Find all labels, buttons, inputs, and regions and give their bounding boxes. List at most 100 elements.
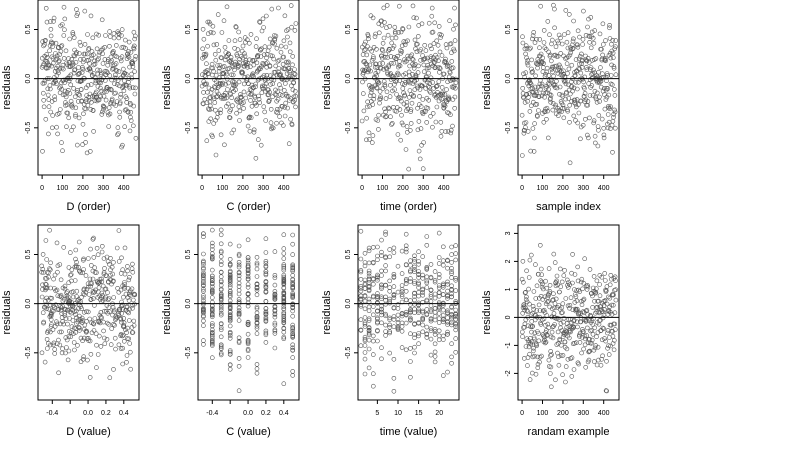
data-point [387,278,393,284]
data-point [40,282,45,288]
data-point [575,264,581,270]
data-point [404,124,410,129]
data-point [210,321,215,326]
data-point [420,292,426,298]
data-point [358,327,364,333]
data-point [114,68,120,74]
data-point [415,34,421,39]
data-point [245,268,251,273]
data-point [565,356,571,362]
data-point [555,113,561,118]
data-point [529,329,534,335]
data-point [428,336,434,342]
data-point [388,114,393,119]
data-point [281,274,287,280]
data-point [366,316,372,322]
data-point [559,41,565,47]
data-point [288,116,293,122]
data-point [252,100,258,106]
data-point [290,263,296,269]
data-point [290,325,296,330]
data-point [234,97,239,103]
data-point [416,148,422,154]
data-point [269,6,275,12]
data-point [523,305,528,311]
data-point [276,66,282,71]
data-point [387,247,393,252]
data-point [358,276,364,282]
data-point [366,36,371,42]
data-point [48,109,54,115]
data-point [227,323,233,329]
data-point [51,276,56,282]
data-point [235,96,240,102]
data-point [601,75,606,80]
data-point [417,94,422,99]
data-point [275,110,281,116]
data-point [213,107,218,113]
data-point [540,65,546,70]
data-point [365,69,371,75]
data-point [379,309,384,315]
data-point [95,279,100,285]
data-point [116,289,122,295]
data-point [210,287,215,293]
y-tick-label: 3 [505,231,512,235]
data-point [597,293,603,299]
data-point [63,48,69,54]
data-point [201,234,206,239]
data-point [439,85,445,90]
data-point [392,82,397,87]
data-point [210,327,215,333]
data-point [279,77,285,82]
data-point [367,137,372,142]
data-point [370,338,376,344]
data-point [602,298,608,303]
data-point [52,286,57,291]
data-point [549,314,555,320]
data-point [290,335,296,340]
data-point [278,85,284,91]
data-point [383,329,388,334]
data-point [281,265,287,271]
data-point [364,137,369,143]
data-point [613,297,619,303]
data-point [395,306,401,311]
data-point [528,81,534,87]
data-point [395,320,401,325]
data-point [543,339,549,345]
data-point [133,85,138,91]
data-point [573,79,579,85]
data-point [586,60,592,65]
data-point [597,94,602,100]
data-point [605,345,610,351]
data-point [127,274,132,280]
data-point [116,342,122,348]
x-tick-label: 200 [397,185,409,192]
data-point [453,251,459,256]
data-point [537,354,543,360]
data-point [541,339,547,345]
data-point [366,287,372,293]
data-point [85,32,90,37]
data-point [116,131,121,136]
data-point [208,116,213,122]
data-point [95,57,100,63]
data-point [444,87,449,92]
data-point [43,37,48,43]
data-point [399,313,405,319]
data-point [418,47,424,52]
data-point [81,335,87,341]
data-point [374,46,379,52]
data-point [424,324,430,330]
data-point [428,328,434,334]
y-tick-label: 0.5 [345,25,352,35]
data-point [113,316,119,321]
data-point [416,271,421,277]
data-point [403,80,408,85]
y-tick-label: 0.5 [185,250,192,260]
y-tick-label: -0.5 [185,347,192,359]
data-point [111,295,116,300]
data-point [565,71,570,76]
data-point [263,340,269,345]
